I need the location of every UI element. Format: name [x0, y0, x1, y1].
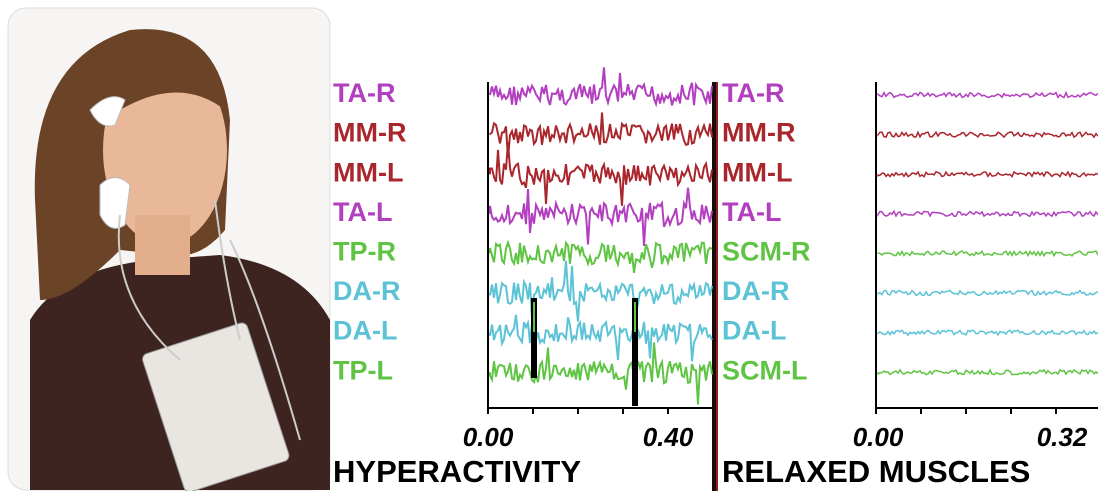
channel-label: SCM-L [722, 355, 807, 385]
channel-label: SCM-R [722, 237, 811, 267]
tick-label: 0.00 [463, 422, 514, 452]
panel-caption: RELAXED MUSCLES [722, 454, 1030, 489]
emg-trace [489, 239, 713, 273]
emg-trace [877, 130, 1098, 139]
channel-label: DA-R [722, 276, 790, 306]
tick-label: 0.32 [1037, 422, 1088, 452]
emg-trace [489, 67, 713, 108]
channel-label: DA-L [333, 316, 397, 346]
emg-trace [877, 249, 1098, 258]
channel-label: TP-L [333, 355, 393, 385]
channel-label: MM-R [333, 118, 406, 148]
channel-label: TA-R [333, 78, 395, 108]
panel-caption: HYPERACTIVITY [333, 454, 581, 489]
emg-trace [877, 209, 1098, 218]
event-marker-inner [634, 302, 636, 332]
emg-trace [877, 329, 1098, 337]
emg-trace [489, 142, 713, 206]
channel-label: TA-R [722, 78, 784, 108]
channel-label: MM-L [333, 157, 403, 187]
event-marker [632, 298, 638, 406]
emg-trace [489, 112, 713, 158]
channel-label: DA-L [722, 316, 786, 346]
channel-label: MM-R [722, 118, 795, 148]
event-marker-inner [533, 302, 535, 332]
emg-trace [489, 342, 713, 405]
emg-trace [489, 260, 713, 322]
emg-trace [489, 314, 713, 362]
emg-trace [877, 289, 1098, 297]
channel-label: MM-L [722, 157, 792, 187]
tick-label: 0.40 [643, 422, 694, 452]
event-marker [531, 298, 537, 378]
emg-trace [877, 170, 1098, 179]
photo [7, 7, 331, 491]
emg-trace [489, 187, 713, 247]
channel-label: DA-R [333, 276, 401, 306]
channel-label: TA-L [722, 197, 781, 227]
emg-trace [877, 90, 1098, 99]
tick-label: 0.00 [853, 422, 904, 452]
channel-label: TP-R [333, 237, 396, 267]
emg-trace [877, 368, 1098, 376]
channel-label: TA-L [333, 197, 392, 227]
